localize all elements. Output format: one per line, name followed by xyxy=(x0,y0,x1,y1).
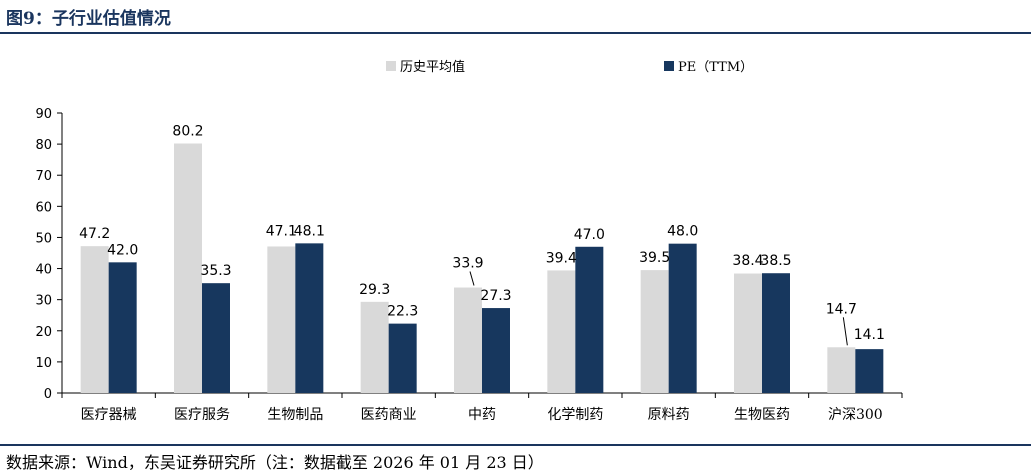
y-tick-label: 70 xyxy=(35,169,52,184)
y-tick-label: 10 xyxy=(35,356,52,371)
bar-pe-ttm xyxy=(108,262,137,393)
data-label-pe-ttm: 27.3 xyxy=(480,288,511,304)
bar-historical-average xyxy=(174,143,202,393)
bar-pe-ttm xyxy=(482,308,510,393)
data-label-pe-ttm: 48.0 xyxy=(667,224,698,240)
x-category-label: 医疗服务 xyxy=(174,407,230,423)
data-label-historical-average: 33.9 xyxy=(452,256,483,272)
y-tick-label: 80 xyxy=(35,138,52,153)
legend-swatch-hist xyxy=(386,60,396,71)
legend-label-pe: PE（TTM） xyxy=(678,60,754,75)
bar-historical-average xyxy=(734,273,762,393)
data-label-pe-ttm: 14.1 xyxy=(854,327,885,343)
bar-historical-average xyxy=(360,301,389,393)
y-tick-label: 30 xyxy=(35,294,52,309)
x-category-label: 医药商业 xyxy=(361,407,417,423)
legend-swatch-pe xyxy=(664,60,674,71)
y-tick-label: 90 xyxy=(35,107,52,122)
bar-pe-ttm xyxy=(388,323,417,393)
data-label-pe-ttm: 42.0 xyxy=(107,242,138,258)
title-divider xyxy=(0,32,1031,34)
legend-item-hist: 历史平均值 xyxy=(386,56,465,75)
data-label-pe-ttm: 38.5 xyxy=(760,253,791,269)
x-category-label: 原料药 xyxy=(648,407,690,423)
y-tick-label: 40 xyxy=(35,263,52,278)
data-label-historical-average: 29.3 xyxy=(359,282,390,298)
bar-historical-average xyxy=(827,347,856,393)
bar-historical-average xyxy=(547,270,576,393)
x-category-label: 沪深300 xyxy=(828,407,883,423)
y-tick-label: 0 xyxy=(44,387,52,402)
data-label-pe-ttm: 35.3 xyxy=(200,263,231,279)
data-label-pe-ttm: 48.1 xyxy=(294,223,325,239)
bar-pe-ttm xyxy=(575,246,604,393)
data-label-historical-average: 38.4 xyxy=(732,253,763,269)
data-label-pe-ttm: 47.0 xyxy=(574,227,605,243)
chart-legend: 历史平均值 PE（TTM） xyxy=(0,56,1031,76)
x-category-label: 化学制药 xyxy=(547,407,603,423)
figure-title: 图9：子行业估值情况 xyxy=(6,9,171,29)
bar-historical-average xyxy=(640,270,669,393)
data-label-leader-line xyxy=(842,317,848,346)
data-label-historical-average: 39.4 xyxy=(546,250,577,266)
bar-pe-ttm xyxy=(855,349,884,393)
x-category-label: 生物制品 xyxy=(267,407,323,423)
bar-pe-ttm xyxy=(668,243,697,393)
source-divider xyxy=(0,444,1031,446)
x-category-label: 医疗器械 xyxy=(81,407,137,423)
y-tick-label: 20 xyxy=(35,325,52,340)
data-label-historical-average: 39.5 xyxy=(639,250,670,266)
bar-pe-ttm xyxy=(295,243,324,393)
legend-item-pe: PE（TTM） xyxy=(664,56,753,75)
data-label-historical-average: 47.1 xyxy=(266,223,297,239)
source-note: 数据来源：Wind，东吴证券研究所（注：数据截至 2026 年 01 月 23 … xyxy=(6,453,544,472)
data-label-historical-average: 80.2 xyxy=(172,123,203,139)
data-label-pe-ttm: 22.3 xyxy=(387,304,418,320)
bar-historical-average xyxy=(267,246,296,393)
bar-historical-average xyxy=(454,287,482,393)
x-category-label: 生物医药 xyxy=(734,407,790,423)
x-category-label: 中药 xyxy=(468,407,496,423)
data-label-historical-average: 14.7 xyxy=(826,301,857,317)
bar-pe-ttm xyxy=(202,283,230,393)
data-label-leader-line xyxy=(469,271,475,286)
bar-historical-average xyxy=(80,246,109,393)
data-label-historical-average: 47.2 xyxy=(79,226,110,242)
y-tick-label: 50 xyxy=(35,231,52,246)
bar-pe-ttm xyxy=(762,273,790,393)
y-tick-label: 60 xyxy=(35,200,52,215)
legend-label-hist: 历史平均值 xyxy=(400,60,466,75)
